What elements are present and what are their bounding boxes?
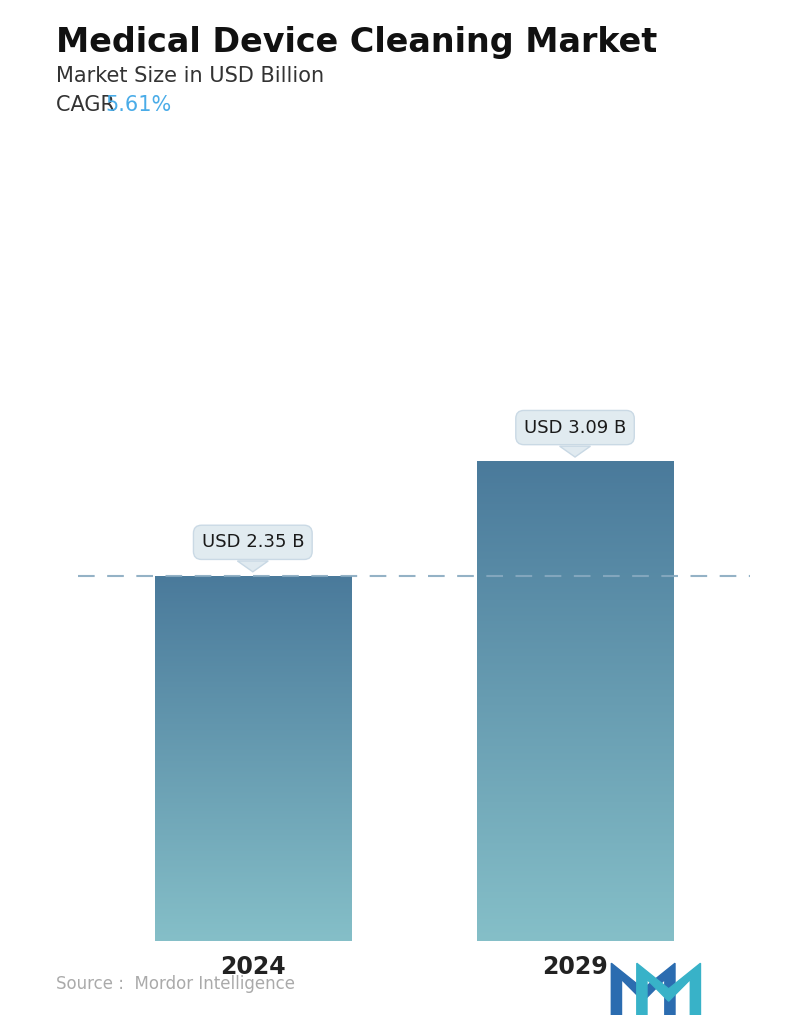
Text: Source :  Mordor Intelligence: Source : Mordor Intelligence — [56, 975, 295, 994]
Polygon shape — [637, 964, 700, 1015]
Text: Medical Device Cleaning Market: Medical Device Cleaning Market — [56, 26, 657, 59]
Polygon shape — [237, 560, 268, 572]
Polygon shape — [611, 964, 675, 1015]
Text: CAGR: CAGR — [56, 95, 121, 115]
Polygon shape — [560, 447, 591, 457]
Text: Market Size in USD Billion: Market Size in USD Billion — [56, 66, 324, 86]
Text: USD 3.09 B: USD 3.09 B — [524, 419, 626, 436]
Text: USD 2.35 B: USD 2.35 B — [201, 534, 304, 551]
Text: 5.61%: 5.61% — [106, 95, 172, 115]
